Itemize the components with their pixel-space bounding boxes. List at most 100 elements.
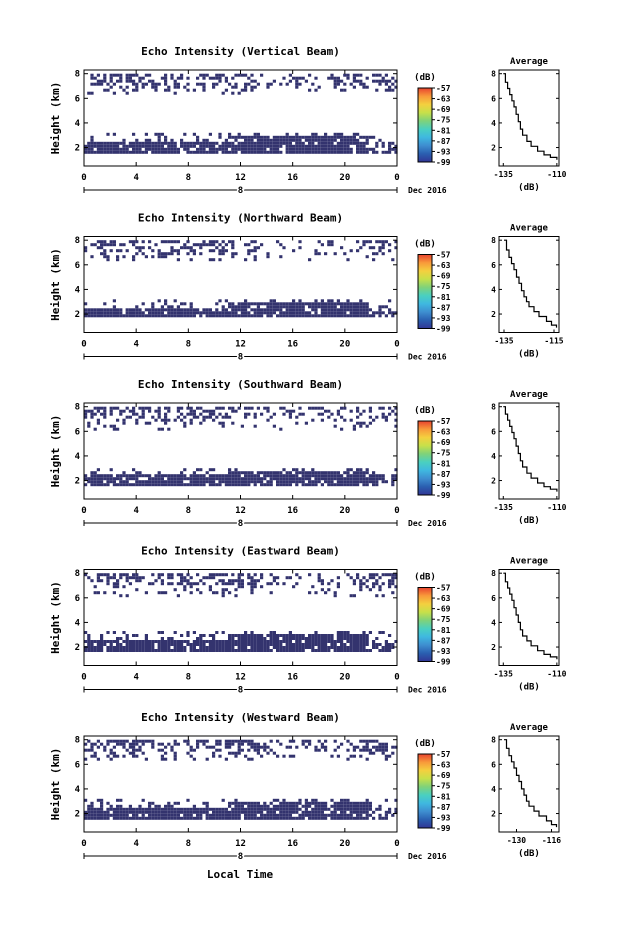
echo-cell [128, 144, 132, 148]
echo-cell [205, 813, 209, 817]
echo-cell [138, 643, 142, 646]
echo-cell [349, 249, 353, 253]
echo-cell [327, 649, 331, 652]
echo-intensity-field [84, 73, 398, 154]
echo-cell [301, 76, 305, 80]
echo-cell [266, 745, 270, 749]
echo-cell [100, 804, 104, 808]
echo-cell [96, 150, 100, 154]
echo-cell [151, 742, 155, 746]
echo-cell [122, 649, 126, 652]
echo-cell [269, 480, 273, 484]
echo-cell [228, 406, 232, 410]
echo-cell [272, 471, 276, 475]
echo-cell [176, 480, 180, 484]
echo-cell [330, 754, 334, 758]
echo-cell [266, 141, 270, 145]
echo-cell [231, 85, 235, 89]
echo-cell [384, 798, 388, 802]
echo-cell [84, 302, 88, 306]
average-x-tick-label: -110 [547, 670, 566, 679]
echo-cell [279, 483, 283, 487]
echo-cell [381, 582, 385, 586]
echo-cell [269, 474, 273, 478]
echo-cell [260, 754, 264, 758]
echo-cell [103, 302, 107, 306]
echo-cell [164, 415, 168, 419]
echo-cell [295, 85, 299, 89]
echo-cell [93, 649, 97, 652]
echo-cell [234, 85, 238, 89]
echo-cell [231, 483, 235, 487]
echo-cell [349, 302, 353, 306]
echo-cell [221, 816, 225, 820]
echo-cell [336, 471, 340, 475]
echo-cell [356, 576, 360, 580]
echo-cell [212, 76, 216, 80]
echo-cell [228, 135, 232, 139]
echo-cell [311, 810, 315, 814]
echo-cell [320, 412, 324, 416]
echo-cell [372, 418, 376, 422]
echo-cell [340, 147, 344, 151]
echo-cell [215, 150, 219, 154]
echo-cell [266, 640, 270, 643]
echo-cell [311, 807, 315, 811]
echo-cell [170, 141, 174, 145]
echo-cell [263, 311, 267, 315]
echo-cell [333, 76, 337, 80]
echo-cell [253, 308, 257, 312]
echo-cell [314, 135, 318, 139]
echo-cell [160, 649, 164, 652]
echo-cell [276, 582, 280, 586]
echo-cell [170, 813, 174, 817]
echo-cell [202, 311, 206, 315]
echo-cell [324, 474, 328, 478]
echo-cell [308, 573, 312, 577]
echo-cell [212, 418, 216, 422]
echo-cell [205, 144, 209, 148]
echo-cell [276, 147, 280, 151]
echo-cell [221, 406, 225, 410]
echo-cell [256, 751, 260, 755]
echo-cell [122, 813, 126, 817]
echo-cell [295, 810, 299, 814]
echo-cell [87, 634, 91, 637]
echo-cell [224, 144, 228, 148]
echo-cell [317, 810, 321, 814]
echo-cell [234, 801, 238, 805]
echo-cell [215, 308, 219, 312]
echo-cell [368, 813, 372, 817]
echo-cell [237, 73, 241, 77]
echo-cell [122, 483, 126, 487]
echo-cell [96, 474, 100, 478]
echo-cell [141, 314, 145, 318]
echo-cell [292, 144, 296, 148]
echo-cell [330, 308, 334, 312]
echo-cell [269, 302, 273, 306]
echo-cell [93, 640, 97, 643]
echo-cell [122, 754, 126, 758]
echo-cell [164, 418, 168, 422]
echo-cell [141, 751, 145, 755]
echo-cell [157, 308, 161, 312]
echo-cell [109, 643, 113, 646]
echo-cell [247, 807, 251, 811]
echo-cell [295, 79, 299, 83]
echo-cell [144, 138, 148, 142]
echo-cell [269, 748, 273, 752]
echo-cell [269, 801, 273, 805]
echo-cell [256, 579, 260, 583]
echo-cell [298, 412, 302, 416]
echo-cell [320, 483, 324, 487]
echo-cell [141, 810, 145, 814]
echo-cell [87, 643, 91, 646]
echo-cell [336, 314, 340, 318]
average-x-tick-label: -130 [507, 836, 526, 845]
echo-cell [144, 739, 148, 743]
echo-cell [151, 582, 155, 586]
echo-cell [192, 640, 196, 643]
echo-cell [141, 742, 145, 746]
echo-cell [375, 73, 379, 77]
echo-cell [157, 810, 161, 814]
